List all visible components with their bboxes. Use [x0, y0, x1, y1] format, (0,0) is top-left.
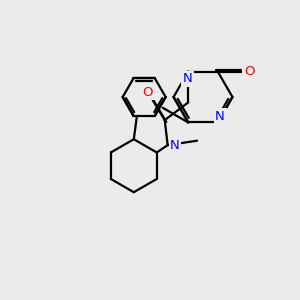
- Text: N: N: [215, 110, 225, 122]
- Text: O: O: [143, 85, 153, 99]
- Text: N: N: [170, 139, 180, 152]
- Text: O: O: [244, 65, 254, 78]
- Text: N: N: [183, 72, 193, 86]
